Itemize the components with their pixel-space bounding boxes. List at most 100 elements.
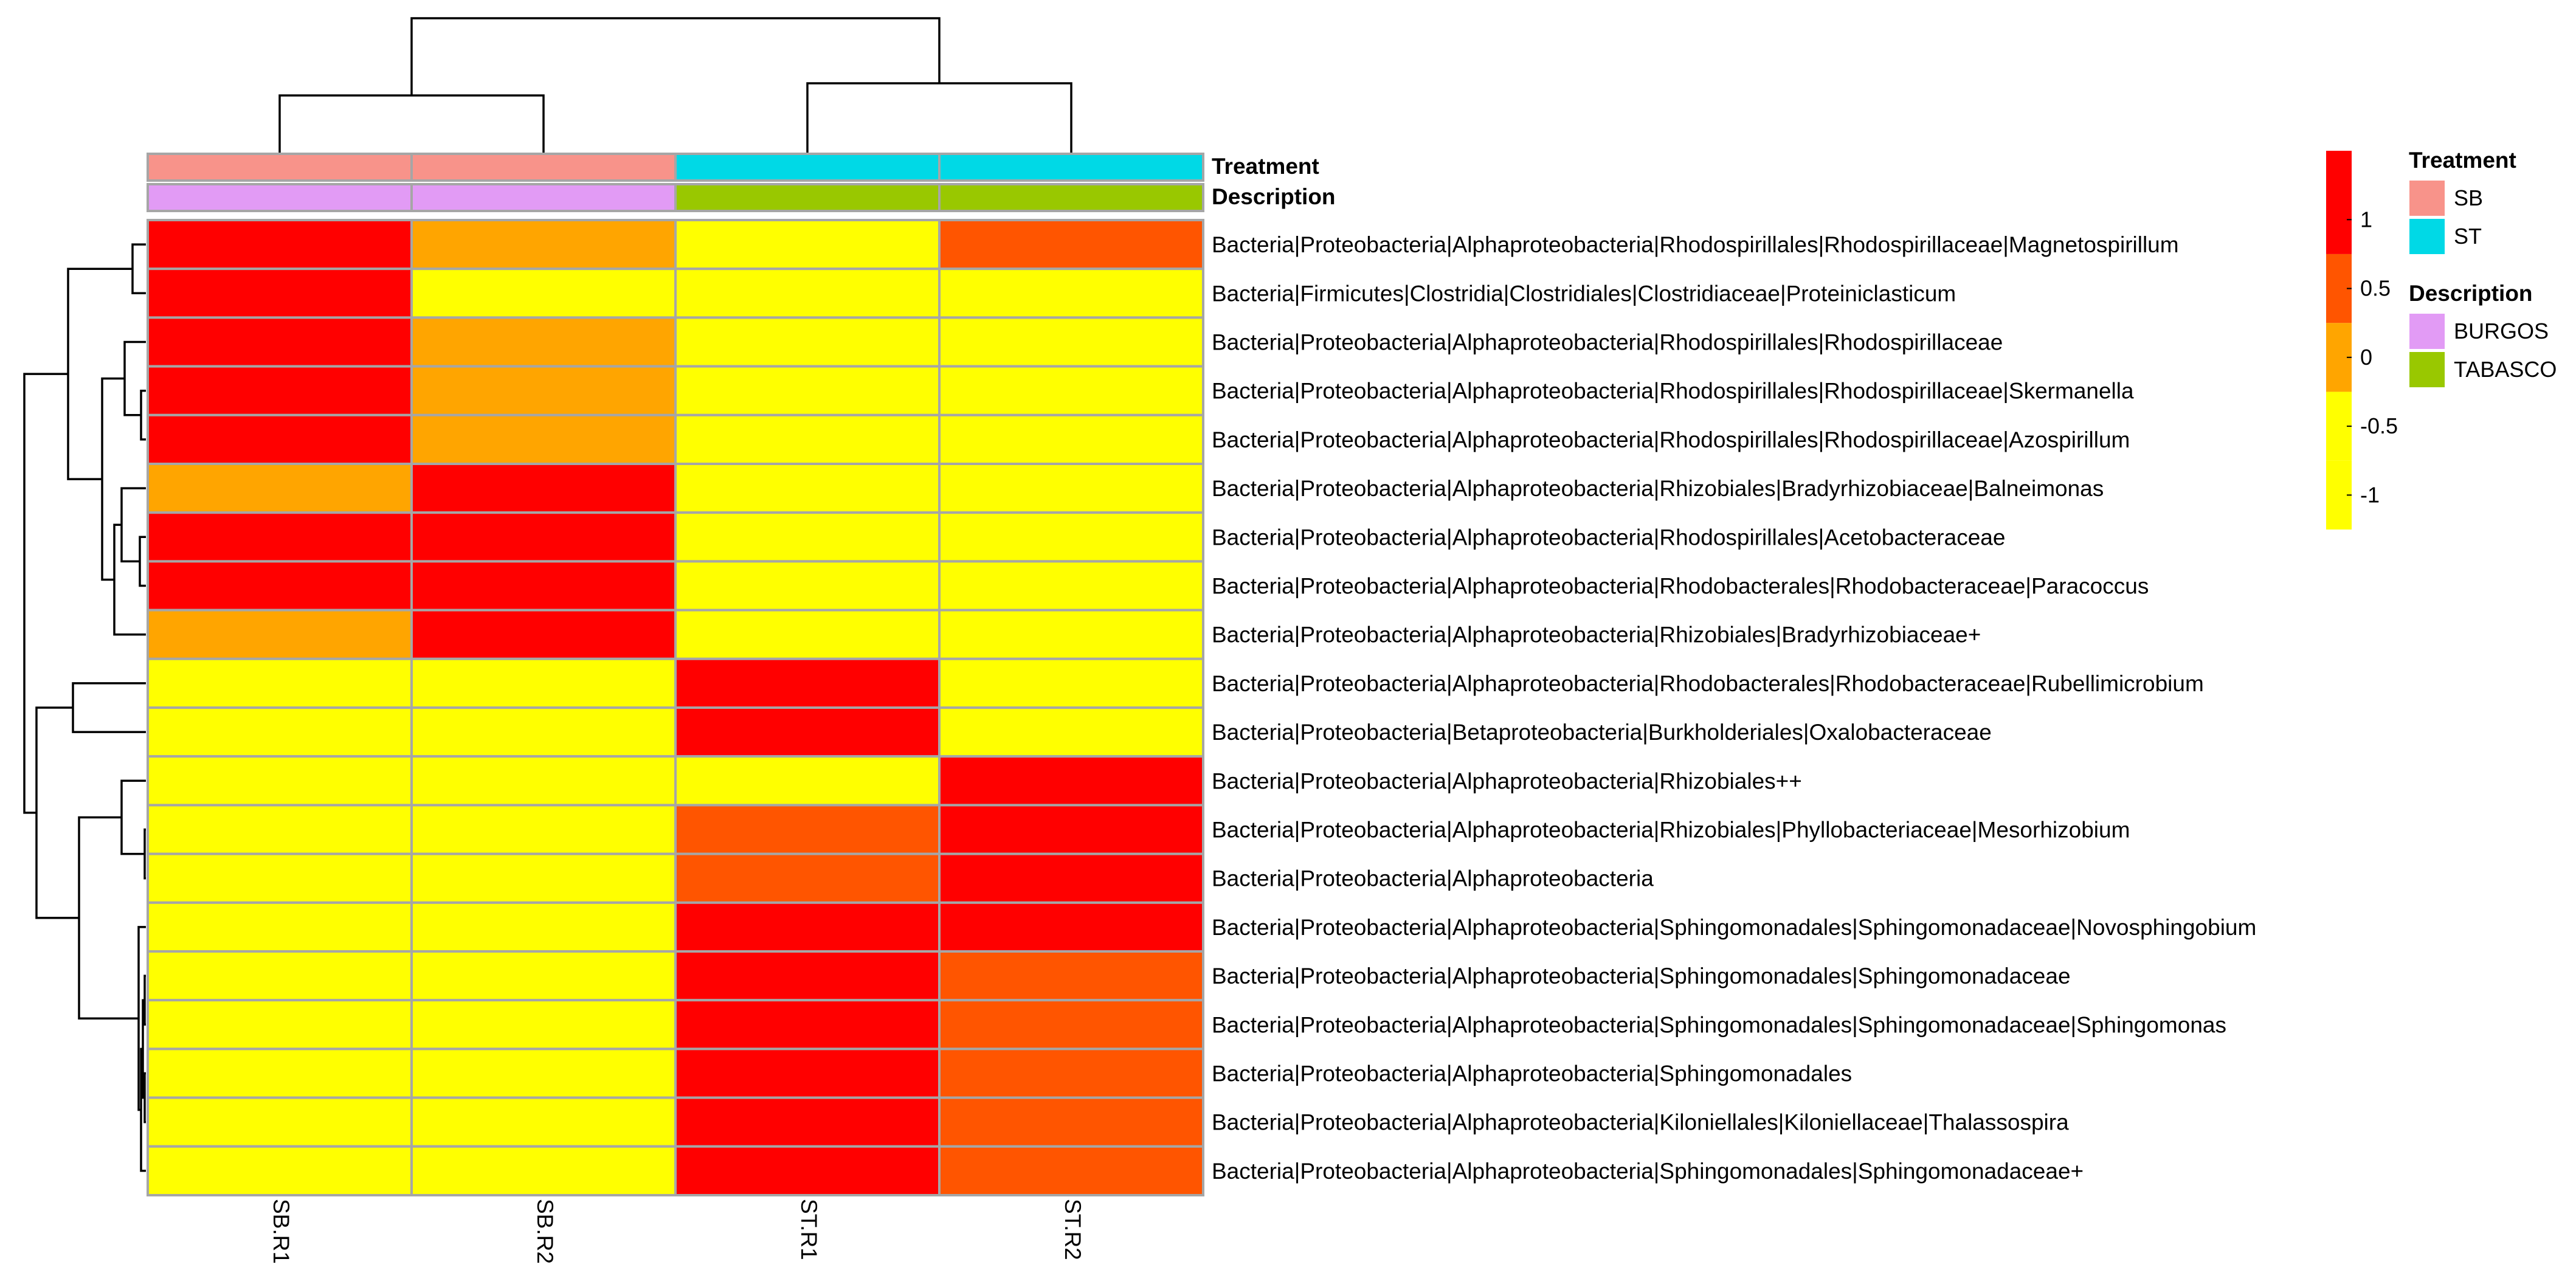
heatmap-cell	[938, 219, 1204, 271]
dendrogram-branch	[113, 523, 146, 636]
row-label: Bacteria|Proteobacteria|Alphaproteobacte…	[1212, 232, 2179, 257]
annotation-cell-description	[410, 183, 677, 212]
heatmap-cell	[674, 365, 941, 416]
legend-swatch	[2408, 351, 2446, 388]
legend-tick-label: -0.5	[2360, 413, 2398, 438]
dendrogram-branch	[78, 816, 139, 1020]
heatmap-cell	[674, 511, 941, 563]
annotation-cell-treatment	[938, 153, 1204, 182]
heatmap-cell	[410, 463, 677, 514]
legend-tick-label: -1	[2360, 482, 2380, 507]
legend-title-description: Description	[2409, 281, 2533, 306]
heatmap-cell	[938, 609, 1204, 660]
legend-label: BURGOS	[2454, 319, 2549, 343]
column-annotations: Treatment Description	[147, 153, 1336, 212]
heatmap-cell	[674, 267, 941, 319]
legend-label: ST	[2454, 224, 2482, 249]
heatmap-cell	[410, 999, 677, 1051]
color-scale-legend: 1 0.5 0 -0.5 -1	[2326, 151, 2398, 530]
heatmap-cell	[674, 901, 941, 953]
dendrogram-branch	[140, 389, 146, 441]
heatmap-cell	[147, 219, 413, 271]
heatmap-cell	[674, 804, 941, 855]
heatmap-cell	[147, 999, 413, 1051]
annotation-cell-description	[674, 183, 941, 212]
heatmap-cell	[674, 316, 941, 368]
heatmap-cell	[674, 219, 941, 271]
dendrogram-branch	[123, 340, 146, 416]
heatmap-cell	[410, 706, 677, 758]
heatmap-cell	[410, 1047, 677, 1099]
heatmap-cell	[938, 901, 1204, 953]
heatmap-cell	[147, 706, 413, 758]
heatmap-cell	[147, 463, 413, 514]
legend-swatch	[2408, 312, 2446, 350]
heatmap-cell	[938, 999, 1204, 1051]
heatmap-cell	[674, 1145, 941, 1197]
row-label: Bacteria|Proteobacteria|Alphaproteobacte…	[1212, 1110, 2069, 1135]
dendrogram-branch	[23, 373, 68, 814]
dendrogram-branch	[143, 828, 146, 880]
row-labels: Bacteria|Proteobacteria|Alphaproteobacte…	[1212, 232, 2256, 1184]
annotation-cell-description	[938, 183, 1204, 212]
heatmap-cell	[410, 413, 677, 465]
dendrogram-branch	[131, 243, 146, 295]
heatmap-cell	[938, 1096, 1204, 1148]
heatmap-cell	[938, 950, 1204, 1002]
row-label: Bacteria|Proteobacteria|Alphaproteobacte…	[1212, 1061, 1852, 1086]
heatmap-cell	[410, 852, 677, 904]
heatmap-cell	[674, 706, 941, 758]
column-dendrogram	[278, 17, 1072, 153]
row-label: Bacteria|Proteobacteria|Alphaproteobacte…	[1212, 915, 2256, 940]
row-label: Bacteria|Proteobacteria|Alphaproteobacte…	[1212, 768, 1802, 793]
dendrogram-branch	[67, 267, 133, 480]
column-label: SB.R2	[533, 1199, 558, 1264]
heatmap-cell	[938, 852, 1204, 904]
heatmap-cell	[410, 755, 677, 807]
legend-swatch	[2408, 179, 2446, 217]
annotation-title-treatment: Treatment	[1212, 154, 1319, 179]
heatmap-cell	[938, 706, 1204, 758]
heatmap-cell	[147, 852, 413, 904]
heatmap-cell	[938, 1047, 1204, 1099]
heatmap-cell	[410, 1145, 677, 1197]
heatmap-cell	[938, 316, 1204, 368]
annotation-legend: Treatment SB ST Description BURGOS TABASCO	[2408, 148, 2557, 388]
heatmap-cell	[938, 1145, 1204, 1197]
dendrogram-branch	[410, 17, 941, 95]
heatmap-cell	[938, 511, 1204, 563]
heatmap-cell	[674, 463, 941, 514]
heatmap-cell	[147, 1047, 413, 1099]
annotation-cell-treatment	[674, 153, 941, 182]
dendrogram-branch	[143, 975, 146, 1026]
heatmap-cell	[147, 609, 413, 660]
row-label: Bacteria|Proteobacteria|Alphaproteobacte…	[1212, 476, 2104, 501]
column-labels: SB.R1 SB.R2 ST.R1 ST.R2	[269, 1199, 1085, 1264]
legend-title-treatment: Treatment	[2409, 148, 2516, 173]
heatmap-cell	[147, 365, 413, 416]
row-label: Bacteria|Proteobacteria|Alphaproteobacte…	[1212, 427, 2130, 452]
heatmap-cell	[674, 755, 941, 807]
heatmap-cell	[410, 1096, 677, 1148]
heatmap-cell	[674, 1096, 941, 1148]
legend-tick-label: 1	[2360, 207, 2372, 232]
legend-swatch	[2408, 218, 2446, 255]
heatmap-cell	[147, 267, 413, 319]
row-label: Bacteria|Proteobacteria|Alphaproteobacte…	[1212, 574, 2149, 599]
heatmap-cell	[938, 755, 1204, 807]
heatmap-cell	[938, 463, 1204, 514]
dendrogram-branch	[35, 706, 79, 919]
heatmap-cell	[147, 804, 413, 855]
heatmap-cell	[674, 609, 941, 660]
heatmap-cell	[410, 950, 677, 1002]
column-label: ST.R2	[1060, 1199, 1085, 1260]
legend-tick-label: 0.5	[2360, 276, 2391, 301]
dendrogram-branch	[120, 487, 146, 563]
row-label: Bacteria|Proteobacteria|Alphaproteobacte…	[1212, 525, 2005, 550]
heatmap-cell	[410, 511, 677, 563]
heatmap-cell	[147, 511, 413, 563]
legend-label: TABASCO	[2454, 357, 2557, 382]
row-label: Bacteria|Proteobacteria|Alphaproteobacte…	[1212, 330, 2003, 355]
heatmap-cell	[674, 657, 941, 709]
